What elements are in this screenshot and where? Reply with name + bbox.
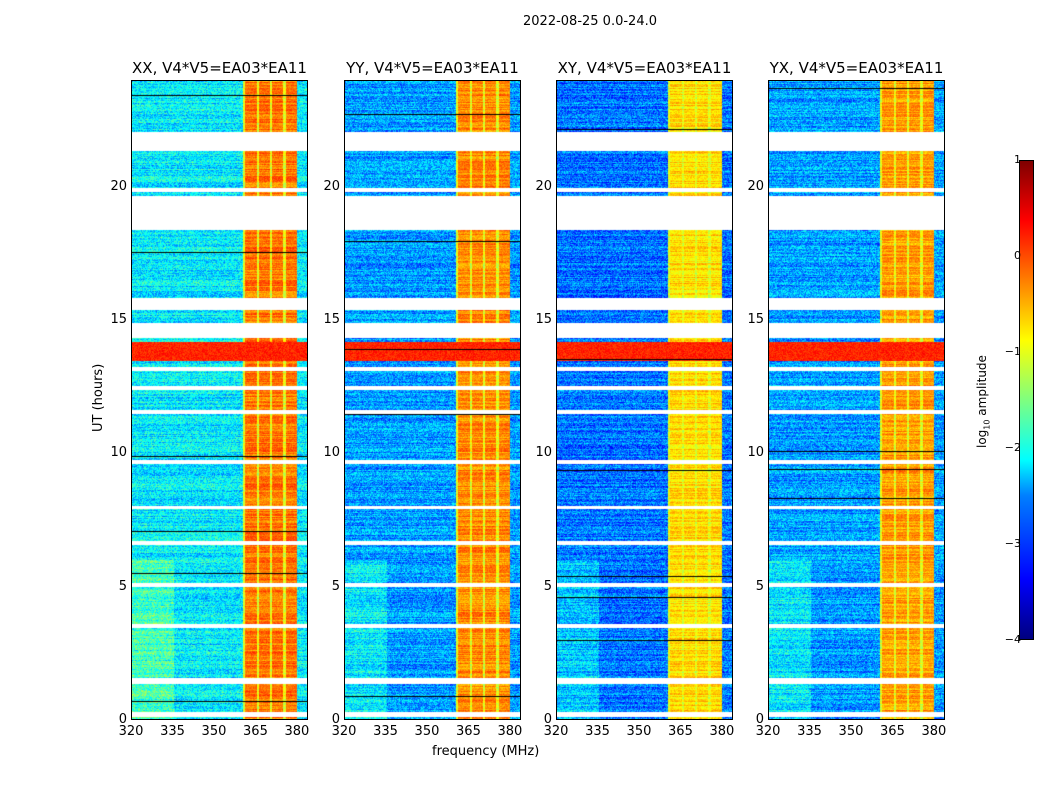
y-tick-label: 0 (331, 712, 340, 727)
colorbar-tick-label: 0 (1014, 249, 1021, 262)
y-tick-label: 0 (755, 712, 764, 727)
x-tick-label: 320 (755, 724, 781, 739)
panel-title: YY, V4*V5=EA03*EA11 (346, 59, 519, 77)
panel-title: XY, V4*V5=EA03*EA11 (557, 59, 732, 77)
x-tick-label: 335 (160, 724, 185, 739)
colorbar-tick-label: 1 (1014, 153, 1021, 166)
y-tick-label: 5 (755, 578, 764, 594)
x-tick-label: 365 (880, 724, 905, 739)
panel-title: XX, V4*V5=EA03*EA11 (132, 59, 307, 77)
x-tick-label: 350 (626, 724, 652, 739)
x-tick-label: 350 (414, 724, 440, 739)
colorbar-tick-label: −4 (1004, 633, 1021, 646)
y-tick-label: 20 (535, 178, 552, 194)
spectrogram-panel (131, 80, 308, 720)
x-tick-label: 380 (284, 724, 310, 739)
y-tick-label: 20 (323, 178, 340, 194)
y-tick-label: 5 (118, 578, 127, 594)
x-tick-label: 320 (543, 724, 569, 739)
y-tick-label: 15 (110, 312, 127, 327)
x-tick-label: 335 (373, 724, 398, 739)
y-tick-label: 15 (535, 312, 552, 327)
spectrogram-image (345, 81, 520, 719)
colorbar-tick-label: −1 (1004, 345, 1021, 358)
spectrogram-image (132, 81, 307, 719)
x-tick-label: 365 (243, 724, 268, 739)
x-tick-label: 365 (668, 724, 693, 739)
x-tick-label: 380 (709, 724, 735, 739)
spectrogram-panel (344, 80, 521, 720)
y-tick-label: 0 (543, 712, 552, 727)
colorbar-tick-label: −2 (1004, 441, 1021, 454)
x-tick-label: 350 (201, 724, 227, 739)
y-tick-label: 10 (323, 445, 340, 461)
y-tick-label: 5 (543, 578, 552, 594)
colorbar (1019, 160, 1034, 640)
y-tick-label: 5 (331, 578, 340, 594)
y-tick-label: 15 (747, 312, 764, 327)
spectrogram-panel (556, 80, 733, 720)
x-tick-label: 335 (797, 724, 822, 739)
x-tick-label: 350 (838, 724, 864, 739)
y-axis-label: UT (hours) (91, 363, 106, 432)
x-tick-label: 320 (118, 724, 144, 739)
y-tick-label: 10 (110, 445, 127, 461)
spectrogram-image (769, 81, 944, 719)
y-tick-label: 20 (747, 178, 764, 194)
x-tick-label: 365 (456, 724, 481, 739)
x-tick-label: 380 (497, 724, 523, 739)
figure-title: 2022-08-25 0.0-24.0 (523, 14, 657, 29)
x-tick-label: 320 (331, 724, 357, 739)
spectrogram-panel (768, 80, 945, 720)
colorbar-tick-label: −3 (1004, 537, 1021, 550)
spectrogram-image (557, 81, 732, 719)
x-axis-label: frequency (MHz) (432, 744, 540, 759)
y-tick-label: 0 (118, 712, 127, 727)
y-tick-label: 10 (535, 445, 552, 461)
x-tick-label: 380 (921, 724, 947, 739)
colorbar-label: log10 amplitude (975, 355, 992, 448)
y-tick-label: 10 (747, 445, 764, 461)
y-tick-label: 15 (323, 312, 340, 327)
y-tick-label: 20 (110, 178, 127, 194)
panel-title: YX, V4*V5=EA03*EA11 (769, 59, 944, 77)
x-tick-label: 335 (585, 724, 610, 739)
